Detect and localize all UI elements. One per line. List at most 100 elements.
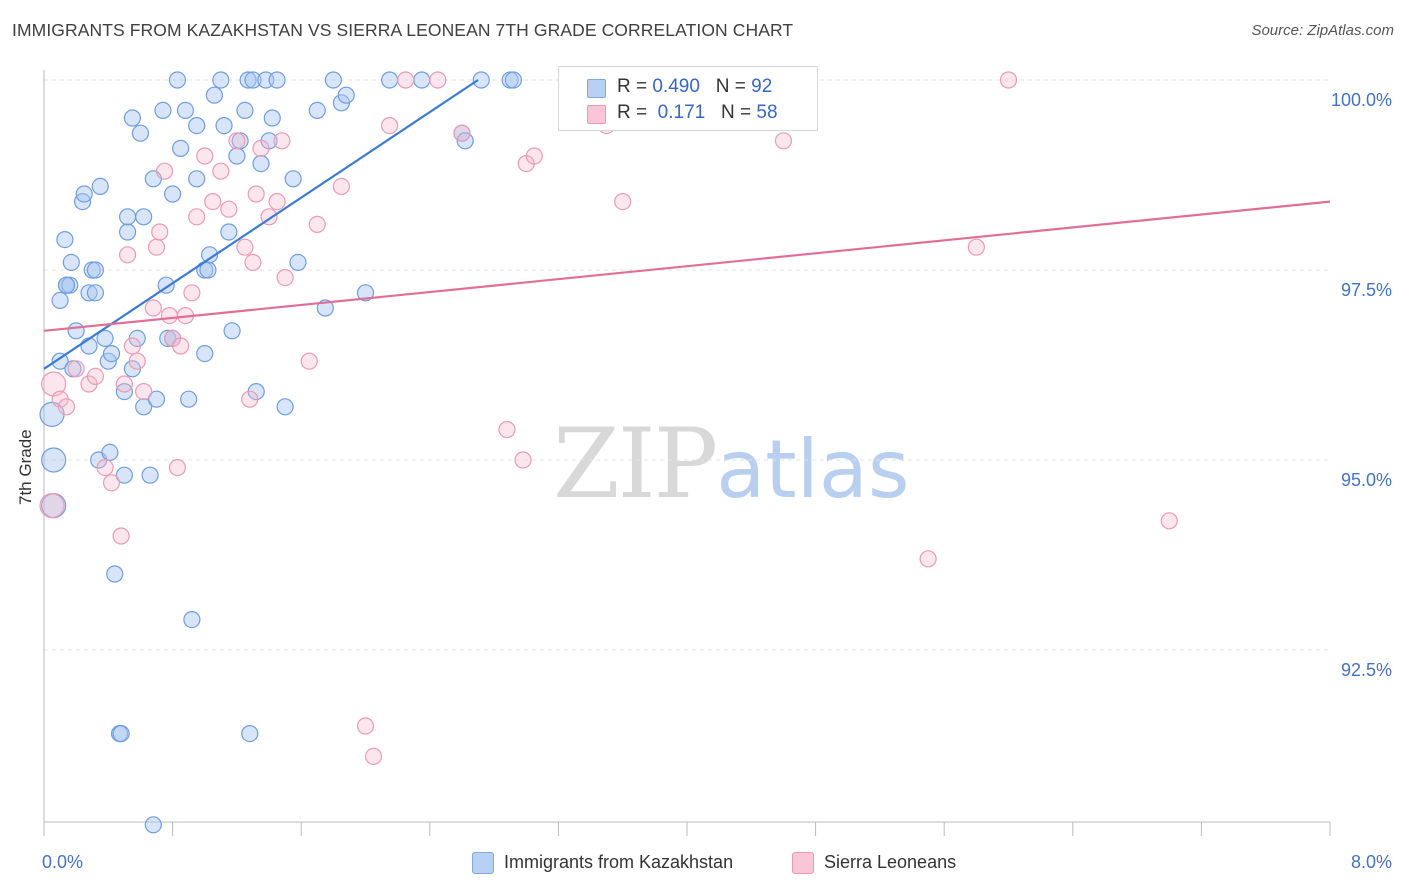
kazakhstan-point: [147, 390, 166, 408]
kazakhstan-point: [381, 71, 399, 89]
sierra-leonean-point: [183, 284, 201, 302]
sierra-leonean-point: [273, 132, 291, 150]
kazakhstan-point: [131, 124, 150, 142]
legend-r-value: 0.171: [652, 102, 706, 123]
bottom-legend-kazakhstan: Immigrants from Kazakhstan: [504, 852, 734, 872]
kazakhstan-point: [123, 109, 142, 127]
sierra-leonean-point: [39, 493, 65, 519]
kazakhstan-point: [472, 71, 490, 89]
legend-row-sierra-leone: R = 0.171 N = 58: [617, 102, 778, 124]
kazakhstan-point: [96, 329, 114, 347]
legend-n-value: 58: [756, 102, 778, 123]
sierra-leonean-point: [381, 116, 399, 135]
sierra-leonean-point: [196, 147, 214, 165]
sierra-leonean-point: [999, 71, 1018, 89]
kazakhstan-point: [276, 398, 294, 416]
kazakhstan-point: [101, 443, 119, 461]
kazakhstan-point: [75, 185, 93, 203]
stats-legend: R = 0.490 N = 92 R = 0.171 N = 58: [558, 66, 818, 131]
kazakhstan-point: [118, 223, 137, 241]
sierra-leonean-trend-line: [43, 200, 1331, 332]
sierra-leonean-point: [112, 527, 130, 545]
sierra-leonean-point: [967, 238, 985, 256]
kazakhstan-point: [115, 466, 133, 484]
sierra-leonean-point: [67, 360, 85, 378]
kazakhstan-point: [41, 447, 67, 473]
kazakhstan-point: [112, 724, 130, 743]
kazakhstan-point: [236, 101, 254, 120]
kazakhstan-point: [168, 71, 187, 89]
y-axis-label: 7th Grade: [16, 429, 35, 505]
legend-n-value: 92: [751, 76, 773, 97]
kazakhstan-point: [212, 71, 230, 89]
kazakhstan-point: [356, 284, 375, 302]
kazakhstan-point: [200, 246, 219, 264]
kazakhstan-point: [413, 71, 431, 89]
kazakhstan-trend-line: [43, 79, 479, 370]
kazakhstan-point: [51, 291, 69, 309]
kazakhstan-point: [252, 155, 270, 173]
kazakhstan-point: [324, 71, 342, 89]
kazakhstan-point: [135, 398, 153, 416]
kazakhstan-point: [135, 208, 153, 226]
sierra-leonean-point: [241, 390, 259, 408]
sierra-leonean-point: [429, 71, 447, 89]
kazakhstan-point: [244, 71, 262, 89]
sierra-leonean-point: [123, 337, 142, 355]
sierra-leonean-point: [57, 398, 76, 416]
kazakhstan-point: [188, 116, 206, 135]
legend-n-label: N =: [721, 102, 757, 123]
bottom-legend-swatch-pink: [792, 852, 814, 874]
watermark: ZIPatlas: [553, 408, 910, 520]
y-tick-label: 95.0%: [1341, 470, 1392, 490]
kazakhstan-point: [180, 390, 198, 408]
legend-swatch-pink: [587, 105, 606, 124]
sierra-leonean-point: [188, 208, 206, 226]
legend-n-label: N =: [715, 76, 752, 97]
kazakhstan-point: [106, 565, 124, 583]
kazakhstan-point: [62, 253, 80, 271]
x-tick-label-max: 8.0%: [1350, 852, 1392, 872]
sierra-leonean-point: [96, 459, 114, 477]
legend-r-label: R =: [617, 102, 653, 123]
kazakhstan-point: [196, 345, 214, 363]
sierra-leonean-point: [172, 337, 190, 355]
kazakhstan-point: [188, 170, 206, 188]
sierra-leonean-point: [498, 421, 516, 439]
sierra-leonean-point: [774, 132, 793, 150]
sierra-leonean-point: [308, 215, 326, 233]
kazakhstan-point: [228, 147, 246, 165]
kazakhstan-point: [284, 170, 302, 188]
sierra-leonean-point: [356, 717, 375, 735]
sierra-leonean-point: [151, 223, 169, 241]
kazakhstan-point: [91, 177, 109, 195]
sierra-leonean-point: [212, 162, 230, 180]
y-tick-label: 100.0%: [1331, 90, 1392, 110]
sierra-leonean-point: [514, 451, 532, 469]
y-tick-label: 92.5%: [1341, 660, 1392, 680]
kazakhstan-point: [67, 322, 85, 340]
legend-row-kazakhstan: R = 0.490 N = 92: [617, 76, 772, 98]
kazakhstan-point: [80, 284, 98, 302]
x-tick-label-min: 0.0%: [42, 852, 84, 872]
sierra-leonean-point: [364, 747, 383, 766]
sierra-leonean-point: [147, 238, 166, 256]
sierra-leonean-point: [1160, 512, 1178, 530]
chart-title: IMMIGRANTS FROM KAZAKHSTAN VS SIERRA LEO…: [12, 20, 794, 40]
sierra-leonean-point: [86, 367, 105, 385]
legend-swatch-blue: [587, 79, 606, 98]
kazakhstan-point: [183, 610, 201, 629]
sierra-leonean-point: [236, 238, 254, 256]
kazakhstan-point: [159, 329, 177, 347]
sierra-leonean-point: [252, 139, 270, 157]
sierra-leonean-point: [128, 352, 146, 370]
kazakhstan-point: [337, 86, 355, 104]
kazakhstan-point: [141, 466, 159, 484]
kazakhstan-point: [289, 253, 307, 271]
kazakhstan-point: [263, 109, 281, 127]
sierra-leonean-point: [155, 162, 174, 180]
kazakhstan-point: [199, 261, 217, 279]
kazakhstan-point: [176, 101, 195, 120]
kazakhstan-point: [154, 101, 172, 120]
